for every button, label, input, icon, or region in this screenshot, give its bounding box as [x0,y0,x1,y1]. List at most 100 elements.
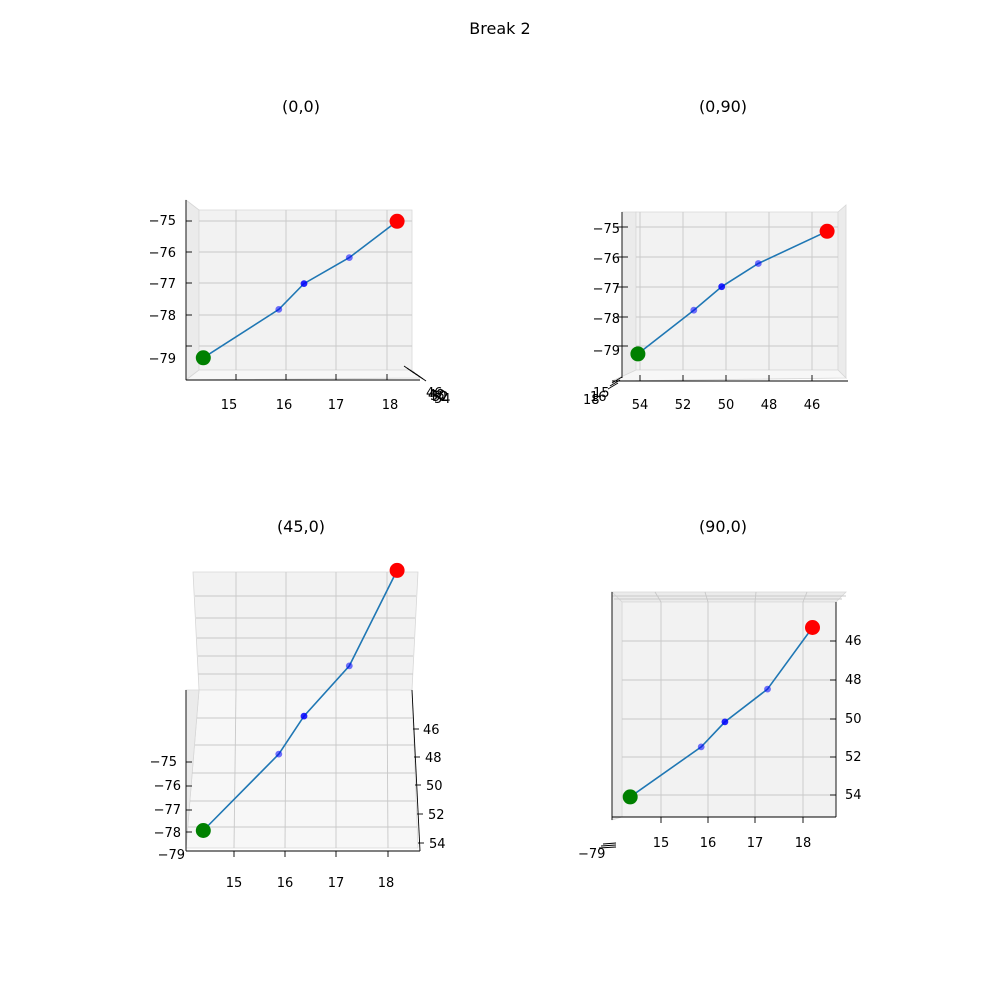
pane-background [184,199,421,381]
y-tick-label: 46 [426,386,443,401]
x-tick-label: 16 [590,390,607,405]
panel-title: (45,0) [277,517,325,536]
grid-lines [188,572,417,849]
y-tick-label: 52 [432,390,449,405]
panel-title: (90,0) [699,517,747,536]
y-tick-label: 54 [632,398,649,413]
start-point-marker [195,823,211,838]
path-point [300,712,308,720]
y-tick-label: 54 [429,837,446,852]
y-tick-mark [415,373,427,382]
z-tick-label: −78 [154,826,181,841]
y-tick-label: 52 [428,808,445,823]
y-tick-label: 52 [845,750,862,765]
z-tick-label: −79 [149,352,176,367]
path-point [718,283,726,291]
x-axis-ticks: 15 16 17 18 [226,851,395,891]
end-point-marker [805,620,820,635]
y-tick-label: 50 [845,712,862,727]
z-axis-ticks: −75 −76 −77 −78 −79 [149,214,192,367]
y-tick-label: 48 [425,751,442,766]
x-tick-label: 16 [277,876,294,891]
path-point [754,260,762,267]
end-point-marker [389,562,405,578]
y-tick-label: 54 [845,788,862,803]
y-tick-label: 48 [428,388,445,403]
x-tick-label: 15 [221,398,238,413]
z-tick-label: −75 [149,214,176,229]
z-tick-label: −77 [593,282,620,297]
x-tick-label: 18 [382,398,399,413]
z-tick-label: −79 [578,847,605,862]
z-tick-label: −76 [593,252,620,267]
path-layer [622,620,820,805]
x-tick-label: 18 [583,393,600,408]
axis-lines [611,592,837,820]
path-layer [630,223,835,362]
axis-lines [185,689,421,852]
axis-lines [612,212,848,382]
y-tick-label: 50 [430,389,447,404]
x-tick-label: 17 [328,876,345,891]
x-tick-label: 15 [653,836,670,851]
path-point [275,750,283,758]
x-tick-label: 15 [593,386,610,401]
x-axis-ticks: 15 16 17 18 [653,817,812,851]
y-axis-ticks: 46 48 50 52 54 [403,365,451,407]
z-axis-ticks: −79 [578,842,617,862]
y-tick-label: 54 [434,392,451,407]
z-tick-label: −76 [154,779,181,794]
z-tick-label: −77 [154,803,181,818]
start-point-marker [622,789,638,805]
x-tick-label: 17 [328,398,345,413]
figure-suptitle: Break 2 [469,19,530,38]
pane-background [185,571,419,849]
panel-view-0-0: (0,0) −75 −76 [149,97,451,413]
z-tick-mark [602,842,617,845]
panel-view-0-90: (0,90) −75 [583,97,848,413]
x-tick-label: 17 [747,836,764,851]
start-point-marker [630,346,646,362]
z-tick-label: −76 [149,246,176,261]
pane-background [611,204,847,382]
path-layer [195,213,405,366]
x-axis-ticks: 15 16 17 18 [221,374,399,413]
y-tick-label: 50 [718,398,735,413]
x-tick-label: 18 [795,836,812,851]
z-tick-label: −78 [149,309,176,324]
y-axis-ticks: 46 48 50 52 54 [830,634,862,803]
path-point [690,306,698,314]
panel-view-90-0: (90,0) [578,517,862,862]
y-tick-label: 48 [761,398,778,413]
y-tick-label: 52 [675,398,692,413]
x-tick-mark [607,382,619,390]
z-tick-label: −78 [593,312,620,327]
z-tick-mark [600,844,617,847]
path-point [275,306,283,313]
z-axis-ticks: −75 −76 −77 −78 −79 [593,222,628,359]
z-tick-label: −75 [593,222,620,237]
path-point [345,254,353,261]
y-axis-ticks: 46 48 50 52 54 [413,723,446,852]
x-axis-ticks: 15 16 18 [583,376,623,408]
z-tick-label: −77 [149,277,176,292]
z-axis-ticks: −75 −76 −77 −78 −79 [150,755,192,863]
x-tick-label: 16 [276,398,293,413]
y-tick-label: 46 [804,398,821,413]
end-point-marker [819,223,835,239]
start-point-marker [195,350,211,366]
y-tick-label: 46 [423,723,440,738]
path-point [764,685,771,693]
panel-title: (0,0) [282,97,320,116]
path-point [345,662,353,670]
end-point-marker [389,213,405,229]
path-point [721,718,729,726]
panel-title: (0,90) [699,97,747,116]
panel-view-45-0: (45,0) [150,517,446,891]
y-tick-label: 46 [845,634,862,649]
x-tick-mark [609,379,621,387]
x-tick-label: 18 [378,876,395,891]
z-tick-label: −75 [150,755,177,770]
